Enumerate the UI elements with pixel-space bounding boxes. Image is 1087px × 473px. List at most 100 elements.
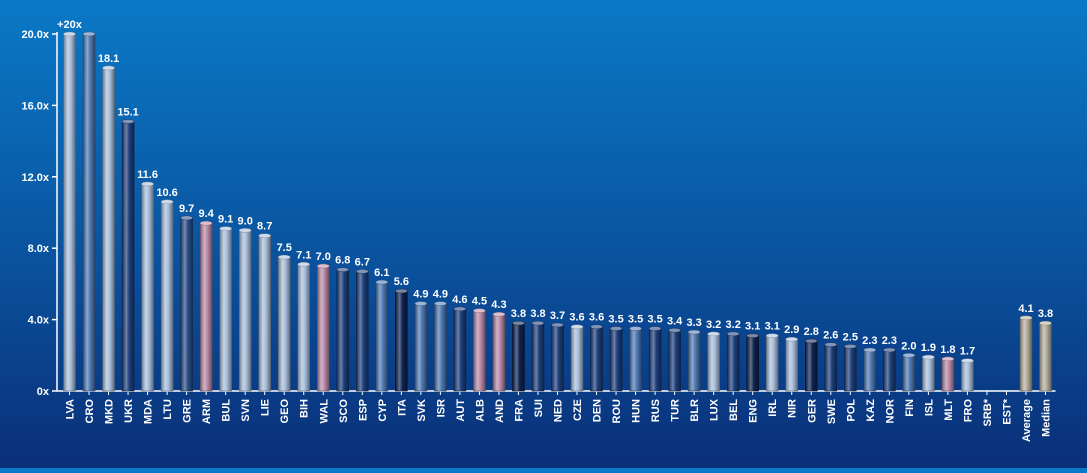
bar-cap [629,326,642,331]
bar-cap [883,347,896,353]
bar-ita [395,290,408,392]
data-label: 9.7 [179,203,194,215]
bar-average [1019,317,1033,392]
bar-alb [473,310,486,392]
x-tick-label: BLR [689,399,701,422]
bar-median [1039,322,1052,392]
bar-cap [219,226,232,231]
x-tick-label: FRO [962,399,974,423]
data-label: 3.1 [765,321,780,333]
data-label: 4.9 [433,289,448,301]
x-tick-label: AND [494,399,506,423]
bar-hun [629,328,642,392]
bar-bih [297,264,310,392]
bar-irl [765,335,779,392]
data-label: 15.1 [117,106,138,118]
bar-cap [414,301,428,306]
bar-cap [941,356,955,362]
x-tick-label: SWE [826,399,838,424]
y-tick-label: 4.0x [28,315,50,327]
bar-cap [531,320,545,326]
bar-ger [805,340,818,392]
bar-cap [473,308,486,313]
y-tick-label: 0x [37,386,50,398]
data-label: 7.5 [277,242,292,254]
x-tick-label: GER [806,399,818,423]
x-tick-label: SVN [240,399,252,422]
x-tick-label: MKD [104,399,116,424]
bar-fin [902,355,916,392]
x-tick-label: CZE [572,399,584,421]
bar-isr [434,303,447,392]
x-tick-label: SVK [416,399,428,422]
x-tick-label: WAL [318,399,330,424]
x-tick-label: LVA [65,399,77,419]
data-label: 1.7 [960,346,975,358]
data-label: 2.8 [804,326,819,338]
bar-cap [238,228,252,233]
bar-cap [570,324,584,329]
data-label: 18.1 [98,53,119,65]
data-label: 10.6 [156,187,177,199]
bar-esp [356,271,369,392]
bar-cap [453,306,467,312]
x-tick-label: CYP [377,399,389,422]
data-label: 4.1 [1018,303,1033,315]
bar-cap [551,322,564,328]
x-tick-label: TUR [670,399,682,422]
bar-cap [1039,320,1052,326]
x-tick-label: NOR [884,399,896,424]
x-tick-label: FIN [904,399,916,417]
bar-cap [609,326,623,331]
bar-cap [297,262,310,267]
bar-cap [766,333,779,338]
data-label: 3.8 [1038,308,1053,320]
data-label: 6.8 [335,255,350,267]
data-label: 4.3 [491,299,506,311]
data-label: 3.2 [706,319,721,331]
bar-cap [726,331,740,337]
bar-mkd [102,67,115,392]
bar-cap [746,333,759,338]
x-tick-label: ISR [435,399,447,417]
x-tick-label: SUI [533,399,545,417]
data-label: 3.3 [686,317,701,329]
bar-cap [902,353,916,358]
bar-cap [121,119,135,124]
bar-aut [453,308,467,392]
data-label: 2.3 [882,335,897,347]
x-tick-label: EST* [1001,398,1013,424]
data-label: 1.8 [940,344,955,356]
bar-ukr [121,121,135,392]
x-tick-label: ESP [357,399,369,421]
bar-gre [180,217,193,392]
bar-cze [570,326,584,392]
data-label: 1.9 [921,342,936,354]
bar-bul [219,228,232,392]
bar-cro [82,33,96,392]
x-tick-label: MDA [143,399,155,424]
bar-wal [317,265,330,392]
y-tick-label: 8.0x [28,243,50,255]
bar-cap [668,328,681,333]
bar-geo [277,256,291,392]
bar-cap [590,324,603,329]
bar-tur [668,330,681,392]
bar-cap [336,267,349,272]
bar-fra [512,322,525,392]
data-label: 3.4 [667,315,683,327]
x-tick-label: ALB [474,399,486,422]
x-tick-label: HUN [631,399,643,423]
x-tick-label: ENG [748,399,760,423]
data-label: 7.1 [296,249,311,261]
data-label: 4.6 [452,294,467,306]
data-label: 2.5 [843,331,858,343]
bar-cap [844,344,857,349]
data-label: 9.1 [218,214,233,226]
bar-svk [414,303,428,392]
x-tick-label: ARM [201,399,213,424]
bar-fro [961,360,974,392]
bar-cap [785,337,798,342]
bar-cap [922,354,935,360]
x-tick-label: FRA [513,399,525,422]
